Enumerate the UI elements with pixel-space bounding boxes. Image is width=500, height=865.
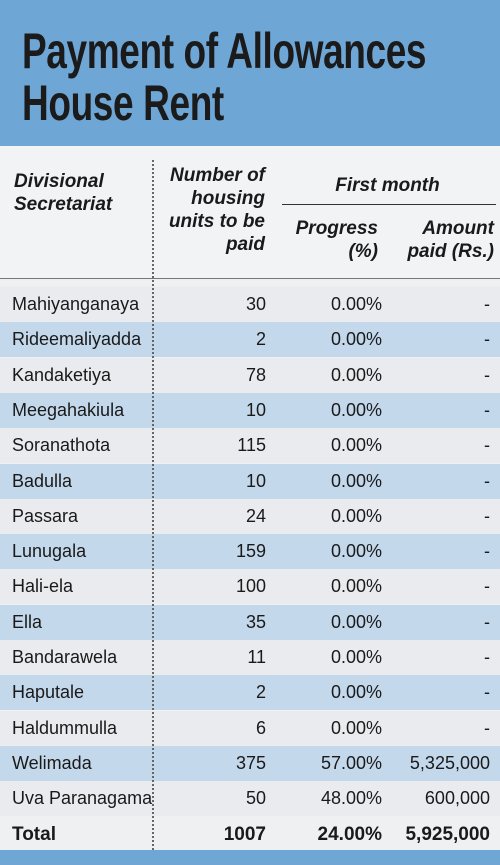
- table-row: Badulla 10 0.00% -: [0, 463, 500, 499]
- column-group-header: First month: [335, 175, 440, 196]
- bottom-band: [0, 850, 500, 865]
- progress-cell: 57.00%: [320, 752, 382, 773]
- secretariat-cell: Meegahakiula: [12, 399, 125, 420]
- column-header: Progress (%): [295, 218, 378, 262]
- amount-cell: -: [484, 682, 490, 703]
- table-row: Haputale 2 0.00% -: [0, 675, 500, 711]
- table-row: Soranathota 115 0.00% -: [0, 428, 500, 464]
- secretariat-cell: Ella: [12, 611, 43, 632]
- title-band: Payment of Allowances House Rent: [0, 0, 500, 146]
- units-cell: 1007: [223, 823, 266, 845]
- amount-cell: -: [484, 647, 490, 667]
- units-cell: 24: [245, 505, 266, 526]
- column-divider: [152, 160, 154, 850]
- amount-cell: 5,925,000: [405, 823, 490, 845]
- secretariat-cell: Uva Paranagama: [12, 788, 153, 809]
- secretariat-cell: Haldummulla: [12, 717, 118, 738]
- table-header: Divisional Secretariat Number of housing…: [0, 146, 500, 278]
- table-row: Uva Paranagama 50 48.00% 600,000: [0, 781, 500, 817]
- table-row: Rideemaliyadda 2 0.00% -: [0, 322, 500, 358]
- table-row: Ella 35 0.00% -: [0, 604, 500, 640]
- table-row: Total 1007 24.00% 5,925,000: [0, 816, 500, 852]
- progress-cell: 0.00%: [330, 647, 382, 667]
- amount-cell: -: [484, 435, 490, 456]
- table-row: Bandarawela 11 0.00% -: [0, 640, 500, 675]
- amount-cell: -: [484, 717, 490, 738]
- table-row: Kandaketiya 78 0.00% -: [0, 357, 500, 393]
- table-row: Welimada 375 57.00% 5,325,000: [0, 745, 500, 781]
- column-header: Amount paid (Rs.): [407, 218, 494, 262]
- progress-cell: 0.00%: [330, 364, 382, 385]
- secretariat-cell: Total: [12, 823, 56, 845]
- secretariat-cell: Rideemaliyadda: [12, 329, 142, 350]
- amount-cell: -: [484, 294, 490, 314]
- secretariat-cell: Kandaketiya: [12, 364, 112, 385]
- table-row: Haldummulla 6 0.00% -: [0, 710, 500, 746]
- amount-cell: -: [484, 329, 490, 350]
- amount-cell: 5,325,000: [409, 752, 490, 773]
- table-row: Passara 24 0.00% -: [0, 498, 500, 534]
- units-cell: 6: [255, 717, 266, 738]
- amount-cell: 600,000: [424, 788, 490, 809]
- units-cell: 10: [245, 470, 266, 491]
- units-cell: 35: [245, 611, 266, 632]
- units-cell: 78: [245, 364, 266, 385]
- units-cell: 115: [237, 435, 266, 456]
- progress-cell: 0.00%: [330, 505, 382, 526]
- progress-cell: 0.00%: [330, 470, 382, 491]
- progress-cell: 0.00%: [330, 399, 382, 420]
- progress-cell: 0.00%: [330, 576, 382, 597]
- amount-cell: -: [484, 470, 490, 491]
- secretariat-cell: Welimada: [12, 752, 92, 773]
- units-cell: 10: [245, 399, 266, 420]
- amount-cell: -: [484, 541, 490, 562]
- secretariat-cell: Passara: [12, 505, 79, 526]
- secretariat-cell: Badulla: [12, 470, 73, 491]
- progress-cell: 0.00%: [330, 294, 382, 314]
- table-row: Meegahakiula 10 0.00% -: [0, 392, 500, 428]
- progress-cell: 0.00%: [330, 541, 382, 562]
- amount-cell: -: [484, 505, 490, 526]
- units-cell: 375: [235, 752, 266, 773]
- secretariat-cell: Hali-ela: [12, 576, 74, 597]
- column-header: Number of housing units to be paid: [168, 165, 265, 255]
- header-rule: [0, 278, 500, 279]
- units-cell: 50: [245, 788, 266, 809]
- progress-cell: 0.00%: [330, 435, 382, 456]
- amount-cell: -: [484, 399, 490, 420]
- units-cell: 2: [255, 682, 266, 703]
- units-cell: 100: [235, 576, 266, 597]
- units-cell: 30: [245, 294, 266, 314]
- amount-cell: -: [484, 576, 490, 597]
- progress-cell: 0.00%: [330, 682, 382, 703]
- units-cell: 159: [235, 541, 266, 562]
- progress-cell: 0.00%: [330, 329, 382, 350]
- secretariat-cell: Soranathota: [12, 435, 111, 456]
- secretariat-cell: Lunugala: [12, 541, 87, 562]
- group-rule: [282, 204, 496, 205]
- amount-cell: -: [484, 364, 490, 385]
- progress-cell: 48.00%: [320, 788, 382, 809]
- table-row: Lunugala 159 0.00% -: [0, 534, 500, 570]
- units-cell: 11: [247, 647, 266, 667]
- progress-cell: 0.00%: [330, 611, 382, 632]
- column-header: Divisional Secretariat: [14, 171, 113, 215]
- table-row: Hali-ela 100 0.00% -: [0, 569, 500, 605]
- secretariat-cell: Haputale: [12, 682, 85, 703]
- amount-cell: -: [484, 611, 490, 632]
- table-row: Mahiyanganaya 30 0.00% -: [0, 287, 500, 322]
- secretariat-cell: Mahiyanganaya: [12, 294, 140, 314]
- progress-cell: 24.00%: [317, 823, 382, 845]
- progress-cell: 0.00%: [330, 717, 382, 738]
- title-line: Payment of Allowances: [22, 23, 427, 79]
- units-cell: 2: [255, 329, 266, 350]
- secretariat-cell: Bandarawela: [12, 647, 118, 667]
- title-line: House Rent: [22, 75, 224, 131]
